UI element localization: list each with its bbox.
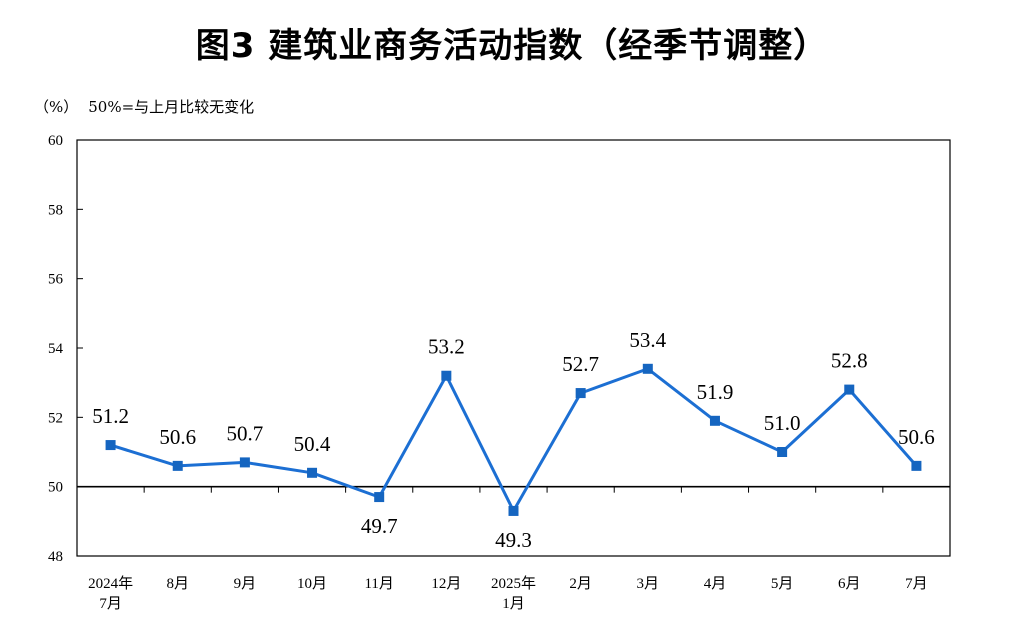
data-label: 52.8 [831,349,868,373]
data-label: 50.4 [294,432,331,456]
data-label: 49.7 [361,514,398,538]
data-point-marker [844,384,855,395]
data-point-marker [105,440,116,451]
baseline-note: 50%=与上月比较无变化 [88,98,255,116]
data-point-marker [575,388,586,399]
data-point-marker [508,505,519,516]
x-tick-label: 11月 [364,576,393,592]
x-tick-label: 2024年 [88,575,133,592]
x-tick-label: 1月 [502,596,525,612]
x-tick-label: 10月 [297,576,327,592]
data-label: 51.2 [92,404,129,428]
y-tick-label: 54 [48,341,64,357]
x-tick-label: 8月 [166,576,189,592]
data-label: 49.3 [495,528,532,552]
y-tick-label: 58 [48,202,63,218]
data-point-marker [172,460,183,471]
data-label: 50.6 [898,425,935,449]
data-point-marker [911,460,922,471]
data-label: 53.2 [428,335,465,359]
data-point-marker [307,467,318,478]
data-label: 50.7 [227,421,264,445]
x-tick-label: 5月 [771,576,794,592]
data-point-marker [441,370,452,381]
x-tick-label: 2025年 [491,575,536,592]
data-point-marker [239,457,250,468]
data-point-marker [642,363,653,374]
data-point-marker [374,492,385,503]
x-tick-label: 7月 [99,596,122,612]
data-point-marker [777,447,788,457]
x-tick-label: 6月 [838,576,861,592]
plot-frame [76,139,951,557]
data-label: 52.7 [562,352,599,376]
x-tick-label: 4月 [704,576,727,592]
x-tick-label: 2月 [569,576,592,592]
y-tick-label: 50 [48,480,63,496]
y-tick-label: 52 [48,410,63,426]
chart-title: 图3 建筑业商务活动指数（经季节调整） [195,26,829,66]
data-label: 53.4 [629,328,666,352]
y-tick-label: 56 [48,272,64,288]
x-tick-label: 7月 [905,576,928,592]
unit-note: （%） 50%=与上月比较无变化 [34,96,254,117]
x-tick-label: 9月 [234,576,257,592]
data-label: 51.0 [764,411,801,435]
x-tick-label: 12月 [431,576,461,592]
data-label: 51.9 [697,380,734,404]
data-label: 50.6 [159,425,196,449]
y-tick-label: 48 [48,549,63,565]
data-point-marker [709,415,720,426]
y-unit-label: （%） [34,98,79,116]
x-tick-label: 3月 [637,576,660,592]
y-tick-label: 60 [48,133,63,149]
